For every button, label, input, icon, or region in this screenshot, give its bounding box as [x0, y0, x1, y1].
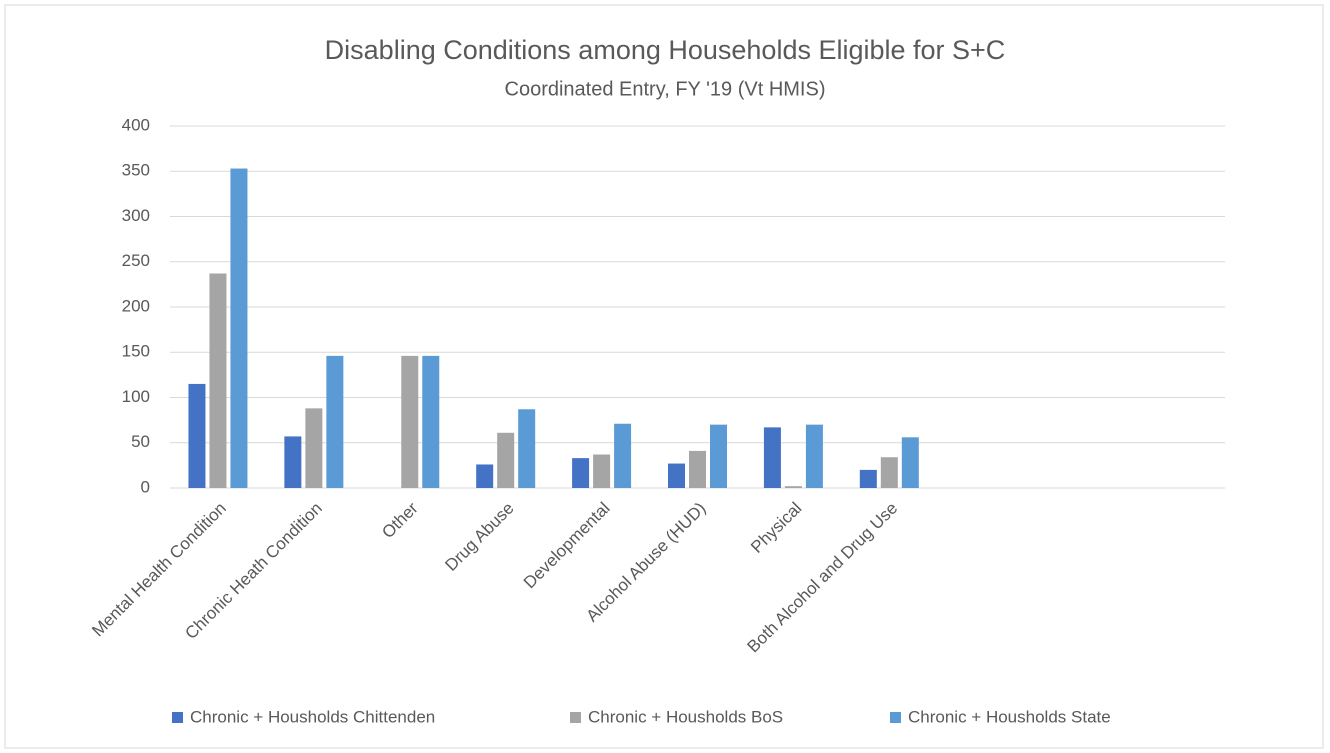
- bar: [859, 469, 877, 488]
- bar: [763, 427, 781, 488]
- bar: [614, 423, 632, 488]
- chart-title: Disabling Conditions among Households El…: [325, 35, 1006, 65]
- y-tick-label: 0: [141, 477, 150, 496]
- bar: [805, 424, 823, 488]
- bar: [326, 355, 344, 488]
- bar: [305, 408, 323, 488]
- bar: [880, 457, 898, 488]
- y-tick-label: 250: [122, 251, 150, 270]
- y-tick-label: 400: [122, 115, 150, 134]
- bar: [901, 437, 919, 488]
- bar: [593, 454, 611, 488]
- bar: [710, 424, 727, 488]
- legend-label: Chronic + Housholds State: [908, 707, 1111, 726]
- chart-border: [4, 4, 1324, 749]
- legend-label: Chronic + Housholds Chittenden: [190, 707, 435, 726]
- bar: [476, 464, 494, 488]
- legend-label: Chronic + Housholds BoS: [588, 707, 783, 726]
- y-tick-label: 50: [131, 432, 150, 451]
- bar: [668, 463, 685, 488]
- legend-swatch: [890, 712, 901, 723]
- y-tick-label: 100: [122, 387, 150, 406]
- bar: [784, 486, 802, 488]
- bar: [284, 436, 302, 488]
- y-tick-label: 200: [122, 296, 150, 315]
- y-tick-label: 350: [122, 161, 150, 180]
- bar: [209, 273, 227, 488]
- legend-swatch: [172, 712, 183, 723]
- bar: [401, 355, 419, 488]
- bar: [230, 168, 248, 488]
- y-tick-label: 300: [122, 206, 150, 225]
- bar: [518, 409, 536, 488]
- bar: [572, 458, 590, 488]
- bar: [689, 450, 706, 488]
- legend-swatch: [570, 712, 581, 723]
- y-tick-label: 150: [122, 342, 150, 361]
- bar: [497, 432, 515, 488]
- bar: [188, 383, 206, 488]
- bar: [422, 355, 440, 488]
- chart-subtitle: Coordinated Entry, FY '19 (Vt HMIS): [505, 78, 826, 100]
